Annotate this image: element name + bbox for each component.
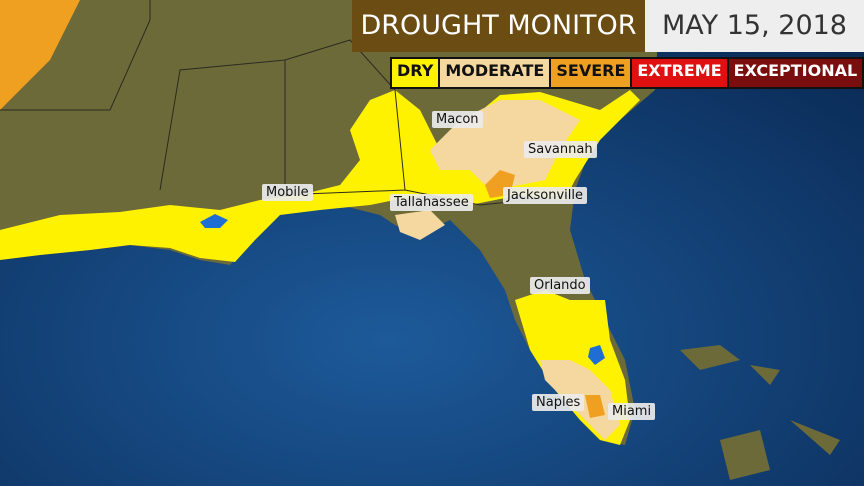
legend-item: MODERATE: [440, 59, 550, 87]
city-label: Orlando: [530, 277, 590, 294]
city-label: Macon: [432, 111, 483, 128]
lake-pontchartrain: [200, 214, 228, 228]
drought-moderate: [395, 100, 580, 240]
city-label: Mobile: [262, 184, 313, 201]
legend-item: EXTREME: [632, 59, 727, 87]
city-label: Jacksonville: [503, 187, 587, 204]
lake-okeechobee: [588, 345, 605, 365]
legend: DRY MODERATE SEVERE EXTREME EXCEPTIONAL: [390, 57, 864, 89]
city-label: Tallahassee: [390, 194, 473, 211]
city-label: Miami: [608, 403, 656, 420]
drought-severe: [0, 0, 80, 110]
city-label: Naples: [532, 394, 585, 411]
bahamas: [680, 345, 840, 480]
legend-item: EXCEPTIONAL: [728, 59, 863, 87]
legend-item: SEVERE: [551, 59, 631, 87]
title: DROUGHT MONITOR: [352, 0, 645, 52]
city-label: Savannah: [524, 141, 597, 158]
drought-severe-fl: [585, 395, 605, 418]
state-lines: [0, 0, 576, 206]
legend-item: DRY: [392, 59, 439, 87]
date: MAY 15, 2018: [645, 0, 864, 52]
